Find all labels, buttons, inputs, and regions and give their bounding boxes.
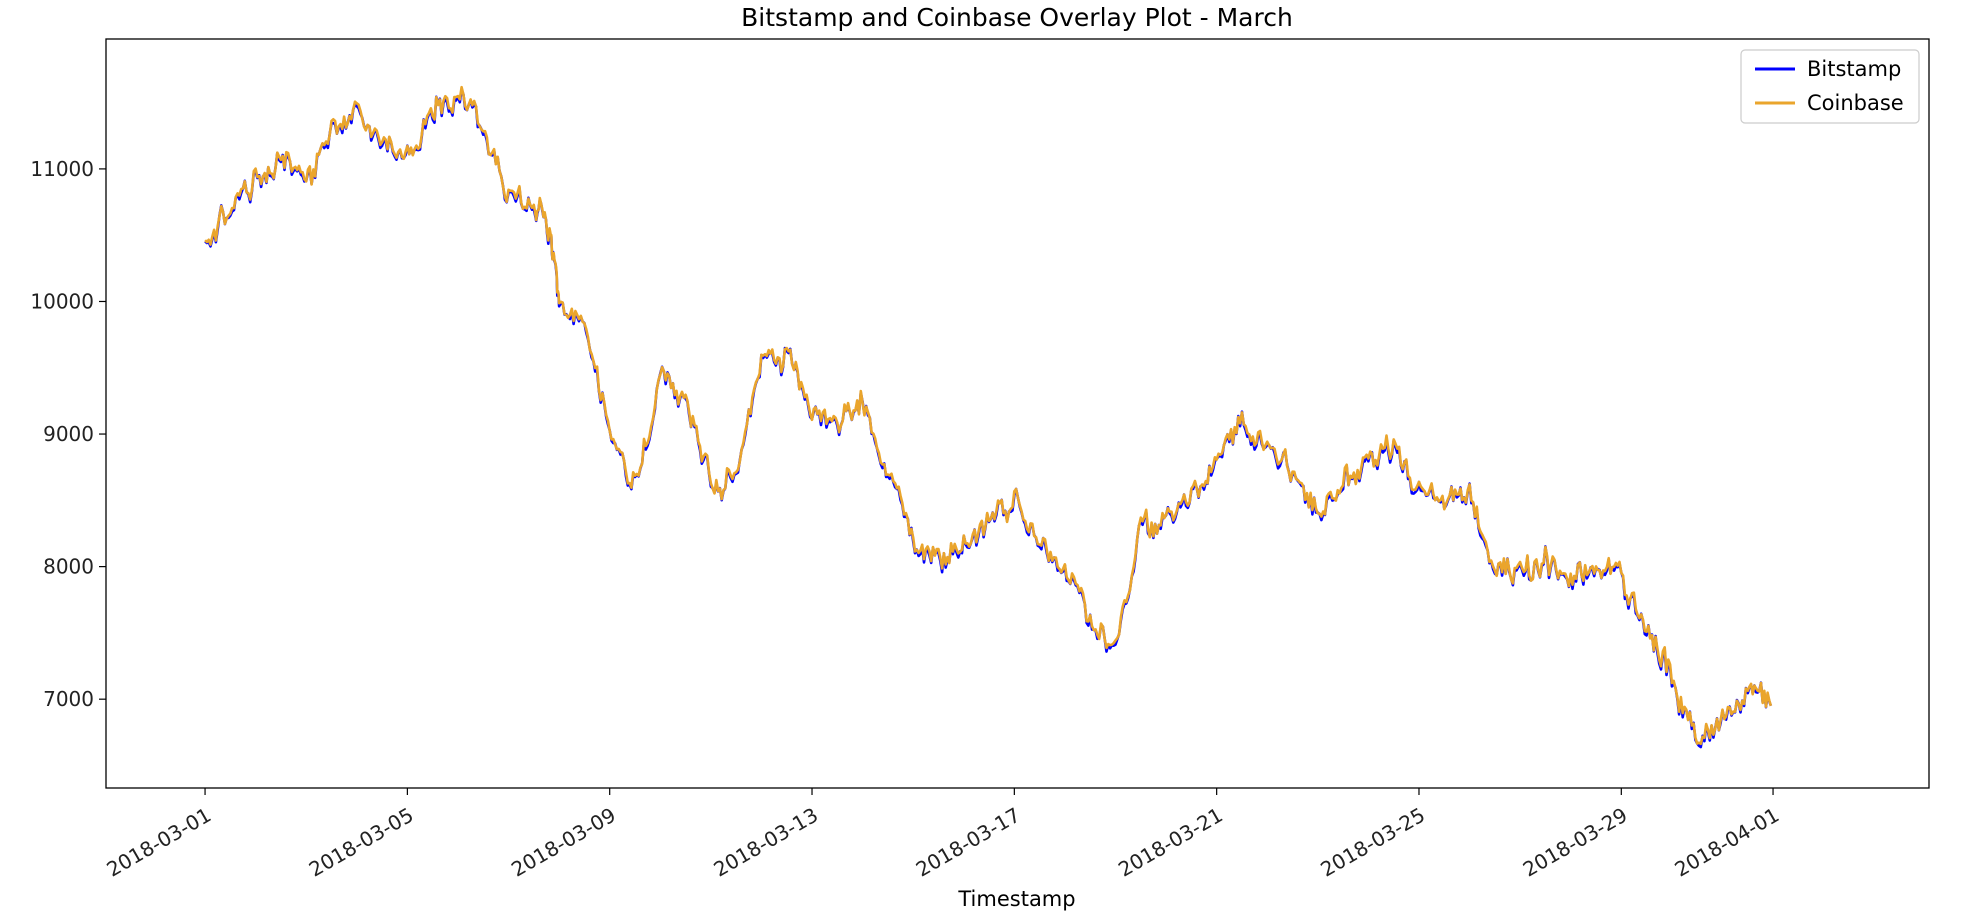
- y-tick-label: 9000: [43, 422, 94, 446]
- y-tick-label: 10000: [30, 289, 94, 313]
- y-tick-label: 11000: [30, 157, 94, 181]
- plot-area: [105, 38, 1930, 789]
- plot-frame: [105, 38, 1930, 789]
- series-layer: [204, 85, 1773, 749]
- series-line-coinbase: [204, 85, 1773, 746]
- y-tick-label: 8000: [43, 555, 94, 579]
- legend-label-bitstamp: Bitstamp: [1807, 57, 1901, 81]
- y-tick-label: 7000: [43, 687, 94, 711]
- x-axis-title: Timestamp: [957, 887, 1075, 911]
- legend: Bitstamp Coinbase: [1740, 49, 1920, 124]
- chart-title: Bitstamp and Coinbase Overlay Plot - Mar…: [741, 3, 1293, 32]
- legend-label-coinbase: Coinbase: [1807, 91, 1904, 115]
- y-axis: 7000 8000 9000 10000 11000: [30, 157, 106, 711]
